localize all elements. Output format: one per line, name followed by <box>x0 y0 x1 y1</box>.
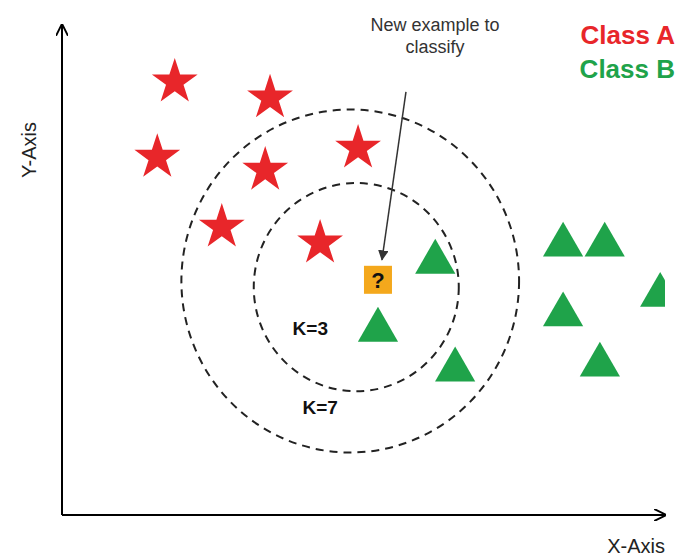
html-text:Class B: Class B <box>579 54 675 84</box>
svg-text:?: ? <box>371 268 384 293</box>
svg-text:Y-Axis: Y-Axis <box>18 122 40 178</box>
html-text:New example to classify: New example to classify <box>370 15 500 57</box>
svg-text:X-Axis: X-Axis <box>607 535 665 553</box>
svg-text:K=3: K=3 <box>293 318 328 339</box>
svg-text:K=7: K=7 <box>303 397 338 418</box>
html-text:Class A: Class A <box>580 20 675 50</box>
